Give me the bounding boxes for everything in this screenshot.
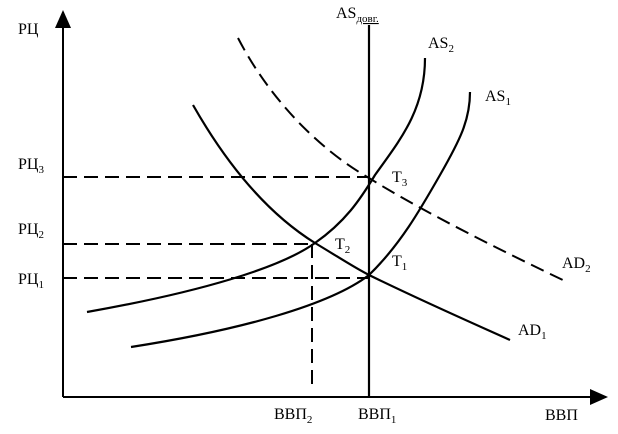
label-text: AD — [562, 255, 585, 272]
label-text: AS — [485, 88, 505, 105]
price-label: РЦ2 — [18, 221, 44, 241]
as-long-label: ASдовг. — [336, 5, 379, 25]
label-sub: 2 — [38, 229, 44, 241]
as2-label: AS2 — [428, 35, 454, 55]
label-sub: 2 — [585, 263, 591, 275]
as2-curve — [86, 57, 427, 314]
price-label: РЦ1 — [18, 271, 44, 291]
label-sub: 3 — [402, 177, 408, 189]
label-text: AS — [428, 35, 448, 52]
ad1-label: AD1 — [518, 322, 547, 342]
price-label: РЦ3 — [18, 156, 44, 176]
as1-curve — [130, 91, 472, 349]
label-text: РЦ — [18, 271, 39, 288]
y-axis-label: РЦ — [18, 21, 39, 38]
label-sub: довг. — [356, 13, 379, 25]
label-text: РЦ — [18, 221, 39, 238]
ad2-curve — [237, 37, 568, 283]
label-sub: 2 — [448, 43, 454, 55]
label-sub: 1 — [541, 330, 547, 342]
label-sub: 1 — [38, 279, 44, 291]
label-text: РЦ — [18, 156, 39, 173]
output-label: ВВП2 — [274, 406, 312, 426]
label-text: ВВП — [274, 406, 307, 423]
point-label: Т1 — [392, 253, 407, 273]
label-text: Т — [335, 236, 345, 253]
x-axis-label: ВВП — [545, 407, 578, 424]
label-text: Т — [392, 169, 402, 186]
label-text: ВВП — [358, 406, 391, 423]
label-text: Т — [392, 253, 402, 270]
label-text: AS — [336, 5, 356, 22]
label-sub: 1 — [391, 414, 397, 426]
point-label: Т2 — [335, 236, 350, 256]
point-label: Т3 — [392, 169, 408, 189]
label-sub: 1 — [402, 261, 408, 273]
as1-label: AS1 — [485, 88, 511, 108]
label-text: AD — [518, 322, 541, 339]
ad2-label: AD2 — [562, 255, 591, 275]
label-sub: 2 — [307, 414, 313, 426]
label-sub: 1 — [505, 96, 511, 108]
label-sub: 2 — [345, 244, 351, 256]
ad1-curve — [192, 104, 511, 342]
output-label: ВВП1 — [358, 406, 396, 426]
label-sub: 3 — [38, 164, 44, 176]
